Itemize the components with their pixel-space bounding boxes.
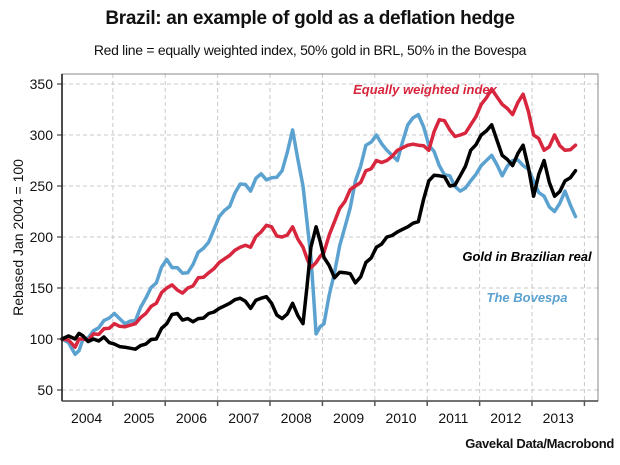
chart-subtitle: Red line = equally weighted index, 50% g… (93, 42, 527, 58)
x-tick-label: 2005 (123, 410, 154, 426)
x-tick-label: 2012 (490, 410, 521, 426)
source-credit: Gavekal Data/Macrobond (465, 436, 614, 451)
series-line-the-bovespa (60, 112, 578, 357)
series-line-gold-in-brazilian-real (60, 123, 578, 351)
y-tick-label: 250 (30, 178, 54, 194)
y-tick-label: 300 (30, 127, 54, 143)
annotation-label: The Bovespa (487, 290, 568, 305)
x-tick-label: 2010 (385, 410, 416, 426)
y-tick-label: 50 (37, 382, 53, 398)
annotation-label: Equally weighted index (353, 82, 498, 97)
x-axis-ticks: 2004 2005 2006 2007 2008 2009 2010 2011 2012 2013 (71, 401, 586, 426)
annotations: Equally weighted index Gold in Brazilian … (353, 82, 592, 305)
x-tick-label: 2013 (543, 410, 574, 426)
x-tick-label: 2006 (176, 410, 207, 426)
chart-title: Brazil: an example of gold as a deflatio… (105, 8, 515, 29)
y-tick-label: 350 (30, 76, 54, 92)
x-tick-label: 2008 (281, 410, 312, 426)
x-tick-label: 2007 (228, 410, 259, 426)
y-tick-label: 100 (30, 331, 54, 347)
y-tick-label: 200 (30, 229, 54, 245)
series-lines (60, 87, 578, 357)
y-axis-ticks: 50 100 150 200 250 300 350 (30, 76, 62, 398)
y-axis-label: Rebased Jan 2004 = 100 (10, 159, 26, 316)
x-tick-label: 2009 (333, 410, 364, 426)
series-line-equally-weighted-index (60, 87, 578, 349)
y-tick-label: 150 (30, 280, 54, 296)
annotation-label: Gold in Brazilian real (462, 249, 592, 264)
x-tick-label: 2011 (438, 410, 468, 426)
x-tick-label: 2004 (71, 410, 102, 426)
